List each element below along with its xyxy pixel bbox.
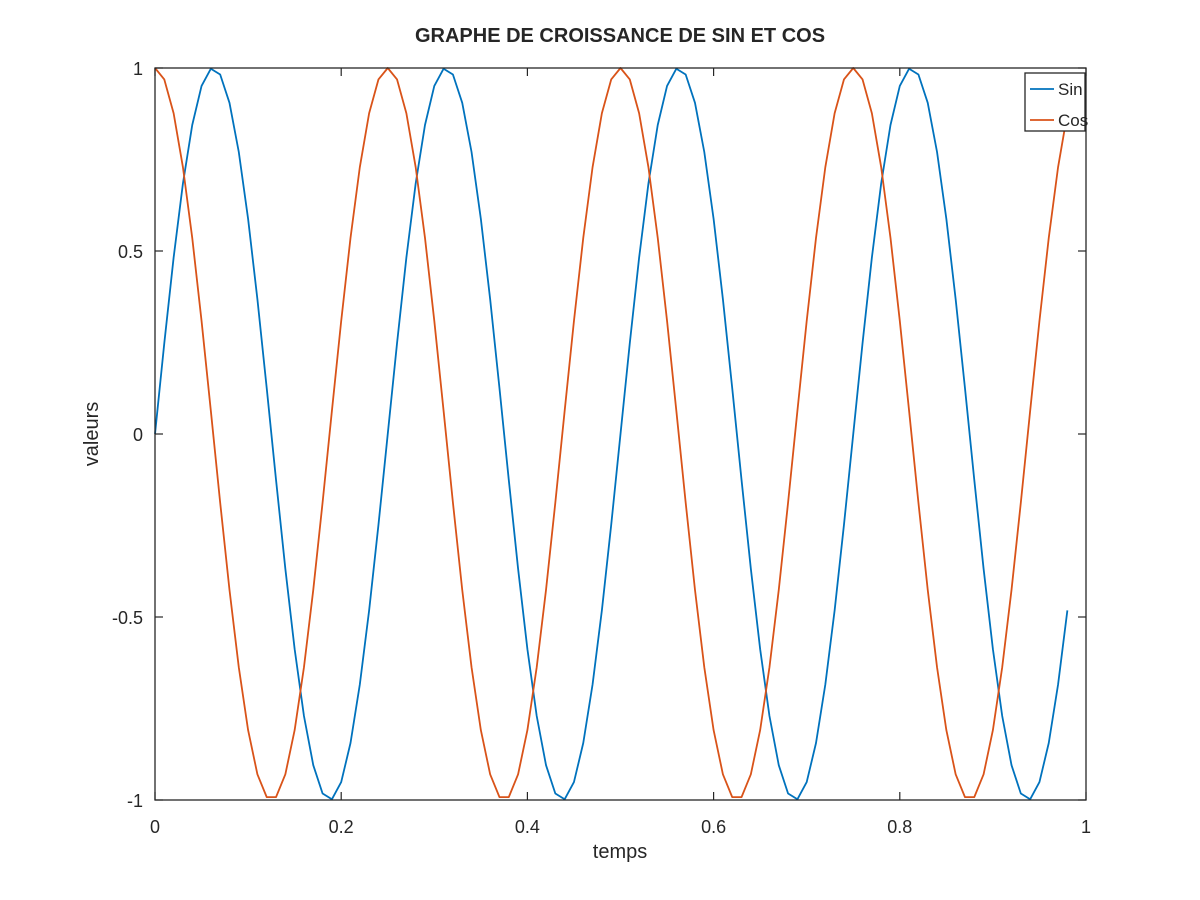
x-tick-label: 1 — [1081, 817, 1091, 837]
x-tick-label: 0 — [150, 817, 160, 837]
chart-title: GRAPHE DE CROISSANCE DE SIN ET COS — [415, 25, 825, 47]
x-tick-label: 0.8 — [887, 817, 912, 837]
y-tick-label: 0 — [133, 425, 143, 445]
y-tick-label: -1 — [127, 791, 143, 811]
series-line-cos — [154, 67, 1069, 799]
y-tick-label: 0.5 — [118, 242, 143, 262]
axes-box — [154, 67, 1087, 801]
legend-label-sin: Sin — [1058, 80, 1083, 99]
tick-layer: 0 0.2 0.4 0.6 0.8 1 -1 -0.5 0 0.5 1 — [112, 59, 1091, 837]
legend-label-cos: Cos — [1058, 111, 1088, 130]
series-line-sin — [154, 67, 1069, 801]
x-axis-label: temps — [593, 841, 647, 863]
series-layer — [154, 67, 1069, 801]
x-tick-label: 0.2 — [329, 817, 354, 837]
y-axis-label: valeurs — [81, 402, 103, 466]
x-tick-label: 0.4 — [515, 817, 540, 837]
x-tick-label: 0.6 — [701, 817, 726, 837]
y-tick-label: 1 — [133, 59, 143, 79]
legend: Sin Cos — [1024, 72, 1088, 132]
y-tick-label: -0.5 — [112, 608, 143, 628]
legend-box — [1024, 72, 1086, 132]
